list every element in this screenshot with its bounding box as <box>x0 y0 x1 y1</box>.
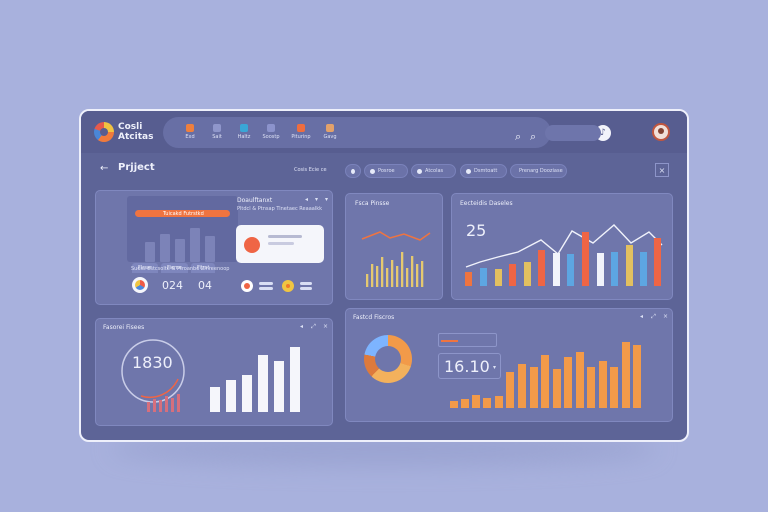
details-preview[interactable] <box>236 225 324 263</box>
mini-line-card: Fsca Pinsse <box>345 193 443 300</box>
chart-icon <box>370 168 375 174</box>
nav-item-haltz[interactable]: Haltz <box>232 124 256 144</box>
summary-number-2: 04 <box>198 279 212 292</box>
chip-posroe[interactable]: Posroe <box>364 164 408 178</box>
gauge-card: Fasorei Fisees ◂ ⤢ × 1830 <box>95 318 333 426</box>
mini-line-chart <box>361 231 431 287</box>
donut-legend-chip <box>438 333 497 347</box>
circle-icon <box>267 124 275 132</box>
bag-icon <box>326 124 334 132</box>
tab-flrsar[interactable]: Flrsar <box>132 263 159 273</box>
nav-item-gavg[interactable]: Gavg <box>318 124 342 144</box>
close-icon[interactable]: × <box>322 323 329 330</box>
donut-card: Fastcd Fiscros ◂ ⤢ × 16.10 ▾ <box>345 308 673 422</box>
chevron-down-icon[interactable]: ▾ <box>314 196 318 203</box>
flame-icon <box>297 124 305 132</box>
chevron-down-icon[interactable]: ▾ <box>324 196 328 203</box>
filter-icon <box>351 168 355 174</box>
left-arrow-icon[interactable]: ◂ <box>304 196 308 203</box>
drop-icon <box>240 124 248 132</box>
nav-item-exd[interactable]: Exd <box>178 124 202 144</box>
summary-number-1: 024 <box>162 279 183 292</box>
value-box <box>438 353 501 379</box>
top-navigation: Exd Sait Haltz Soostp Piturinp Gavg ⌕ ⌕ <box>163 117 551 148</box>
trend-value: 25 <box>466 221 487 240</box>
donut-card-title: Fastcd Fiscros <box>353 314 395 321</box>
summary-card: Flrsar Fieme Fitrst Tuicakd Futrstkd Suo… <box>95 190 333 305</box>
chrome-icon <box>132 277 148 293</box>
close-icon[interactable]: × <box>655 163 669 177</box>
expand-icon[interactable]: ⤢ <box>311 323 316 330</box>
brand-logo-icon <box>94 122 114 142</box>
details-title: Doaulftanxt <box>237 197 273 204</box>
page-title: Prjject <box>118 162 155 173</box>
donut-chart <box>364 335 412 383</box>
summary-tabs: Flrsar Fieme Fitrst <box>132 263 216 273</box>
bar <box>145 242 155 262</box>
app-window: Cosli Atcitas Exd Sait Haltz Soostp Pitur… <box>79 109 689 442</box>
chevron-down-icon[interactable]: ▾ <box>492 364 496 371</box>
bar <box>205 236 215 262</box>
mini-line-title: Fsca Pinsse <box>355 200 390 207</box>
trend-chart <box>465 224 663 286</box>
close-icon[interactable]: × <box>662 313 669 320</box>
bar <box>160 234 170 262</box>
header-subtitle: Cosis Ecie ce <box>294 167 327 173</box>
filter-chip-icon[interactable] <box>345 164 361 178</box>
record-icon <box>244 237 260 253</box>
donut-value: 16.10 <box>444 357 490 376</box>
chip-prenarg-dooziase[interactable]: Prenarg Dooziase <box>510 164 567 178</box>
trend-title: Eecteidis Daseles <box>460 200 513 207</box>
bar <box>175 239 185 262</box>
gauge-chart <box>121 339 300 412</box>
gauge-value: 1830 <box>132 353 173 372</box>
highlight-banner: Tuicakd Futrstkd <box>135 210 230 217</box>
search-icon[interactable]: ⌕ <box>515 130 522 143</box>
back-arrow-icon[interactable]: ← <box>100 163 109 174</box>
search-icon[interactable]: ⌕ <box>530 130 537 143</box>
gauge-card-title: Fasorei Fisees <box>103 324 145 331</box>
nav-item-sait[interactable]: Sait <box>205 124 229 144</box>
chart-icon <box>186 124 194 132</box>
chip-atcolas[interactable]: Atcolas <box>411 164 456 178</box>
left-arrow-icon[interactable]: ◂ <box>299 323 303 330</box>
expand-icon[interactable]: ⤢ <box>651 313 656 320</box>
trend-card: Eecteidis Daseles 25 <box>451 193 673 300</box>
bottom-bar-chart <box>450 342 641 408</box>
tab-fieme[interactable]: Fieme <box>161 263 188 273</box>
bar <box>190 228 200 262</box>
map-icon <box>417 168 422 174</box>
document-icon <box>466 168 471 174</box>
top-bar: Cosli Atcitas Exd Sait Haltz Soostp Pitur… <box>81 111 687 153</box>
left-arrow-icon[interactable]: ◂ <box>639 313 643 320</box>
quick-actions[interactable] <box>545 125 601 141</box>
nav-item-soostp[interactable]: Soostp <box>259 124 283 144</box>
summary-inner-panel: Tuicakd Futrstkd <box>127 196 238 262</box>
chip-dsmtoatt[interactable]: Dsmtoatt <box>460 164 507 178</box>
red-dot-icon <box>241 280 253 292</box>
orange-dot-icon <box>282 280 294 292</box>
brand-name: Cosli Atcitas <box>118 122 154 142</box>
avatar[interactable] <box>652 123 670 141</box>
details-subtitle: Pltdcl & Ptnsap Tinetaec Reaaalkk <box>237 206 323 212</box>
tab-fitrst[interactable]: Fitrst <box>190 263 216 273</box>
summary-caption: Suoss Estcsolte & Ptroanbo Zinreenoop <box>131 266 230 272</box>
nav-item-piturinp[interactable]: Piturinp <box>289 124 313 144</box>
table-icon <box>213 124 221 132</box>
